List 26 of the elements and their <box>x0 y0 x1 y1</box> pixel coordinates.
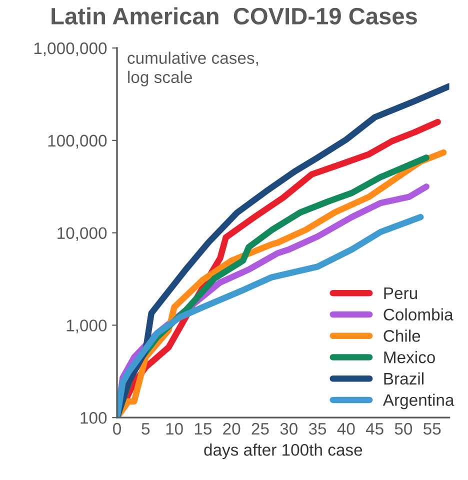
y-tick-label: 1,000 <box>66 320 107 334</box>
y-tick-label: 1,000,000 <box>34 42 107 56</box>
legend-label: Mexico <box>384 350 435 364</box>
x-tick-label: 10 <box>166 422 183 435</box>
chart-title: Latin American COVID-19 Cases <box>52 7 417 25</box>
annotation: cumulative cases, log scale <box>128 52 258 86</box>
legend-label: Chile <box>384 330 420 342</box>
x-tick-label: 30 <box>280 422 298 435</box>
x-tick-label: 0 <box>113 422 121 435</box>
legend-label: Argentina <box>382 394 454 410</box>
x-tick-label: 45 <box>366 423 384 435</box>
x-tick-label: 50 <box>394 422 412 435</box>
x-tick-label: 20 <box>223 422 240 435</box>
y-tick-label: 10,000 <box>58 227 107 241</box>
x-tick-label: 40 <box>337 422 355 435</box>
legend-label: Colombia <box>384 308 454 320</box>
x-axis-title: days after 100th case <box>204 444 362 460</box>
y-tick-label: 100 <box>80 412 107 424</box>
x-tick-label: 35 <box>308 422 326 435</box>
x-tick-label: 55 <box>423 423 441 435</box>
x-tick-label: 25 <box>252 422 269 435</box>
y-tick-label: 100,000 <box>48 134 107 149</box>
x-tick-label: 5 <box>142 423 150 435</box>
legend-label: Peru <box>384 287 417 300</box>
legend-label: Brazil <box>384 372 424 385</box>
x-tick-label: 15 <box>194 423 212 435</box>
